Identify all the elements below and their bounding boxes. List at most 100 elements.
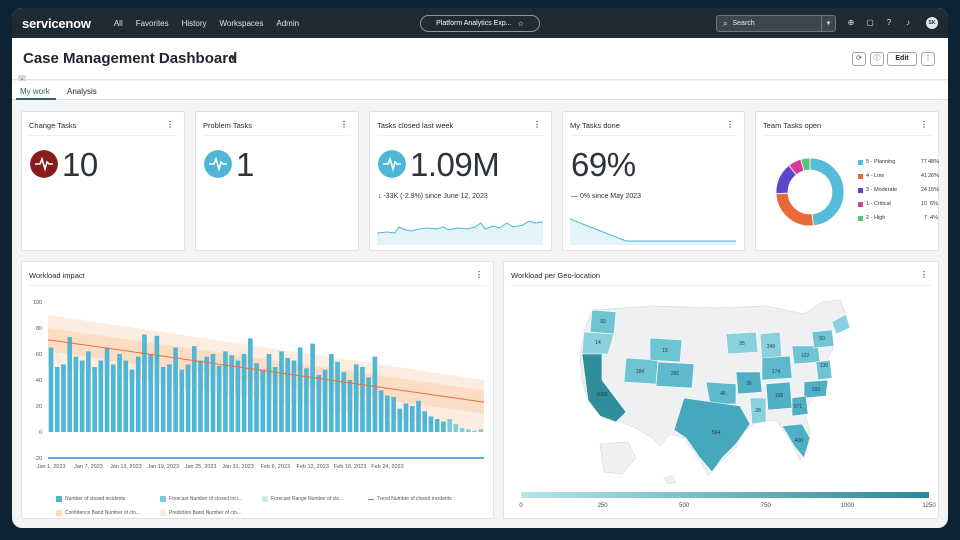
change-tasks-card[interactable]: Change Tasks ⋮ 10 bbox=[21, 111, 185, 251]
bar[interactable] bbox=[191, 346, 197, 432]
bar[interactable] bbox=[347, 380, 353, 432]
us-map[interactable]: 93 14 1065 184 260 35 15 249 26 130 122 … bbox=[504, 262, 940, 520]
donut-slice[interactable] bbox=[800, 157, 811, 172]
search-scope-dropdown[interactable]: ▼ bbox=[821, 16, 835, 31]
chat-icon[interactable]: ▢ bbox=[866, 18, 874, 27]
state-pennsylvania[interactable] bbox=[811, 329, 835, 349]
bar[interactable] bbox=[416, 400, 421, 432]
bar[interactable] bbox=[328, 354, 334, 432]
card-menu-icon[interactable]: ⋮ bbox=[533, 120, 541, 129]
workload-impact-card[interactable]: Workload impact ⋮ 100 80 60 40 20 0 -20 Jan 1, … bbox=[21, 261, 494, 519]
card-menu-icon[interactable]: ⋮ bbox=[726, 120, 734, 129]
bar[interactable] bbox=[92, 367, 97, 432]
donut-chart[interactable] bbox=[770, 152, 850, 232]
state-virginia[interactable] bbox=[815, 359, 833, 381]
chart-legend-item[interactable]: Confidence Band Number of clo... bbox=[56, 510, 140, 516]
bar[interactable] bbox=[378, 390, 384, 432]
bar[interactable] bbox=[409, 406, 415, 432]
bar[interactable] bbox=[248, 338, 253, 432]
legend-item[interactable]: 2 - High 7 4% bbox=[858, 215, 938, 223]
bar[interactable] bbox=[167, 364, 172, 432]
bar[interactable] bbox=[86, 351, 91, 432]
forecast-bar[interactable] bbox=[466, 429, 471, 432]
state-hawaii[interactable] bbox=[663, 475, 677, 485]
state-texas[interactable] bbox=[673, 397, 751, 473]
chart-legend-item[interactable]: Forecast Number of closed inci... bbox=[160, 496, 242, 502]
state-florida[interactable] bbox=[781, 423, 811, 459]
bar[interactable] bbox=[441, 421, 446, 432]
chart-legend-item[interactable]: Prediction Band Number of clo... bbox=[160, 510, 241, 516]
bar[interactable] bbox=[185, 364, 191, 432]
state-alaska[interactable] bbox=[599, 441, 637, 475]
bar[interactable] bbox=[117, 354, 122, 432]
my-tasks-done-card[interactable]: My Tasks done ⋮ 69% — 0% since May 2023 bbox=[562, 111, 745, 251]
help-icon[interactable]: ? bbox=[886, 18, 892, 27]
card-menu-icon[interactable]: ⋮ bbox=[475, 270, 483, 279]
bar[interactable] bbox=[291, 360, 297, 433]
card-menu-icon[interactable]: ⋮ bbox=[920, 270, 928, 279]
state-missouri[interactable] bbox=[735, 371, 763, 395]
tab-analysis[interactable]: Analysis bbox=[67, 87, 97, 96]
state-louisiana[interactable] bbox=[749, 397, 767, 425]
bar[interactable] bbox=[266, 354, 272, 432]
nav-link-admin[interactable]: Admin bbox=[276, 18, 300, 28]
bar[interactable] bbox=[179, 369, 185, 432]
bar[interactable] bbox=[198, 360, 203, 433]
nav-link-favorites[interactable]: Favorites bbox=[135, 18, 169, 28]
collapse-icon[interactable]: ⌄ bbox=[18, 75, 26, 83]
bar[interactable] bbox=[154, 335, 160, 432]
bar[interactable] bbox=[235, 360, 241, 433]
bar[interactable] bbox=[135, 356, 141, 432]
bar[interactable] bbox=[173, 347, 178, 433]
bar[interactable] bbox=[104, 347, 110, 433]
forecast-bar[interactable] bbox=[447, 419, 452, 432]
card-menu-icon[interactable]: ⋮ bbox=[166, 120, 174, 129]
bar[interactable] bbox=[316, 374, 322, 432]
bar[interactable] bbox=[204, 356, 210, 432]
bar[interactable] bbox=[48, 347, 54, 433]
bar[interactable] bbox=[434, 419, 440, 432]
bar[interactable] bbox=[79, 360, 85, 433]
bar[interactable] bbox=[98, 360, 104, 433]
bar[interactable] bbox=[422, 411, 428, 432]
tasks-closed-card[interactable]: Tasks closed last week ⋮ 1.09M ↓ -33K (-… bbox=[369, 111, 552, 251]
chart-legend-item[interactable]: Number of closed incidents bbox=[56, 496, 125, 502]
state-new-york[interactable] bbox=[831, 313, 851, 335]
problem-tasks-card[interactable]: Problem Tasks ⋮ 1 bbox=[195, 111, 359, 251]
bar[interactable] bbox=[366, 377, 371, 432]
bar[interactable] bbox=[61, 364, 66, 432]
search-input[interactable]: ⌕ Search ▼ bbox=[716, 15, 836, 32]
bar[interactable] bbox=[110, 364, 116, 432]
bar[interactable] bbox=[129, 369, 135, 432]
state-wyoming[interactable] bbox=[649, 337, 683, 363]
forecast-bar[interactable] bbox=[453, 424, 459, 432]
bell-icon[interactable]: ♪ bbox=[906, 18, 910, 27]
bar[interactable] bbox=[160, 367, 166, 432]
bar[interactable] bbox=[279, 351, 284, 432]
legend-item[interactable]: 3 - Moderate 24 15% bbox=[858, 187, 939, 195]
tab-my-work[interactable]: My work bbox=[20, 87, 50, 96]
bar[interactable] bbox=[372, 356, 378, 432]
legend-item[interactable]: 5 - Planning 77 48% bbox=[858, 159, 939, 167]
forecast-bar[interactable] bbox=[478, 429, 484, 432]
state-iowa[interactable] bbox=[725, 331, 759, 355]
state-colorado[interactable] bbox=[655, 361, 695, 389]
forecast-bar[interactable] bbox=[472, 430, 477, 432]
team-tasks-card[interactable]: Team Tasks open ⋮ 5 - Planning 77 48% 4 - L… bbox=[755, 111, 939, 251]
chart-legend-item[interactable]: Trend Number of closed incidents bbox=[368, 496, 452, 502]
chart-legend-item[interactable]: Forecast Range Number of clo... bbox=[262, 496, 343, 502]
forecast-bar[interactable] bbox=[459, 428, 465, 432]
bar[interactable] bbox=[223, 351, 228, 432]
legend-item[interactable]: 4 - Low 41 26% bbox=[858, 173, 939, 181]
avatar[interactable]: SK bbox=[926, 17, 938, 29]
state-oklahoma[interactable] bbox=[705, 381, 737, 405]
donut-slice[interactable] bbox=[809, 157, 845, 227]
star-icon[interactable]: ☆ bbox=[517, 20, 524, 28]
edit-button[interactable]: Edit bbox=[887, 52, 917, 66]
bar[interactable] bbox=[229, 355, 234, 432]
nav-link-workspaces[interactable]: Workspaces bbox=[219, 18, 264, 28]
bar[interactable] bbox=[322, 369, 328, 432]
bar[interactable] bbox=[353, 364, 359, 432]
state-georgia[interactable] bbox=[791, 395, 809, 417]
bar[interactable] bbox=[335, 361, 340, 432]
